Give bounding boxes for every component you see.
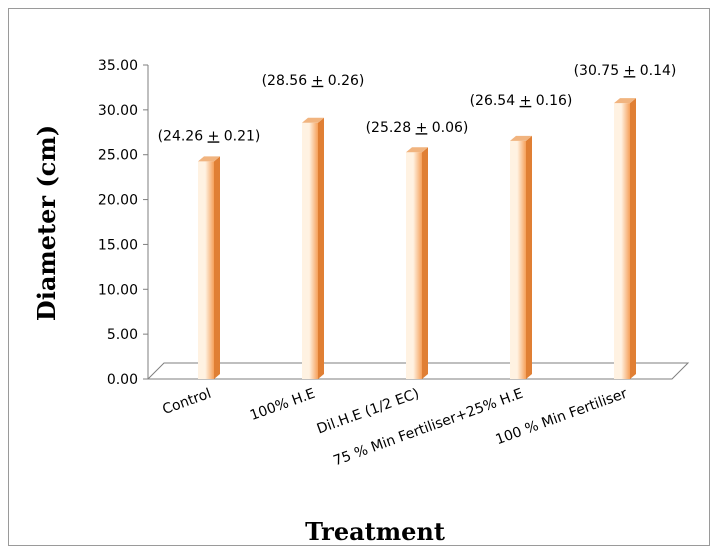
data-label: (28.56 + 0.26) bbox=[262, 73, 365, 89]
bar bbox=[510, 141, 526, 379]
bar-side bbox=[422, 147, 428, 379]
data-label: (25.28 + 0.06) bbox=[366, 120, 469, 136]
data-label: (26.54 + 0.16) bbox=[470, 93, 573, 109]
bar bbox=[406, 152, 422, 379]
y-tick-label: 0.00 bbox=[107, 372, 138, 388]
y-tick-label: 10.00 bbox=[98, 282, 138, 298]
x-category-label: Control bbox=[160, 386, 213, 418]
data-label: (30.75 + 0.14) bbox=[574, 63, 677, 79]
y-tick-label: 5.00 bbox=[107, 327, 138, 343]
x-category-label: 75 % Min Fertiliser+25% H.E bbox=[331, 386, 525, 470]
bars bbox=[198, 98, 636, 379]
data-label: (24.26 + 0.21) bbox=[158, 128, 261, 144]
y-tick-label: 20.00 bbox=[98, 193, 138, 209]
y-axis-title: Diameter (cm) bbox=[32, 125, 61, 321]
x-axis-title: Treatment bbox=[305, 517, 445, 546]
bar-side bbox=[630, 98, 636, 379]
bar bbox=[198, 161, 214, 379]
bar-side bbox=[526, 136, 532, 379]
bar-side bbox=[318, 118, 324, 379]
y-tick-label: 35.00 bbox=[98, 58, 138, 74]
y-tick-label: 25.00 bbox=[98, 148, 138, 164]
bar-side bbox=[214, 156, 220, 379]
x-category-label: 100% H.E bbox=[248, 386, 317, 424]
y-tick-label: 30.00 bbox=[98, 103, 138, 119]
axes: 0.00 5.00 10.00 15.00 20.00 25.00 30.00 35.00 bbox=[98, 58, 688, 388]
y-tick-label: 15.00 bbox=[98, 237, 138, 253]
bar bbox=[614, 103, 630, 379]
bar bbox=[302, 123, 318, 379]
